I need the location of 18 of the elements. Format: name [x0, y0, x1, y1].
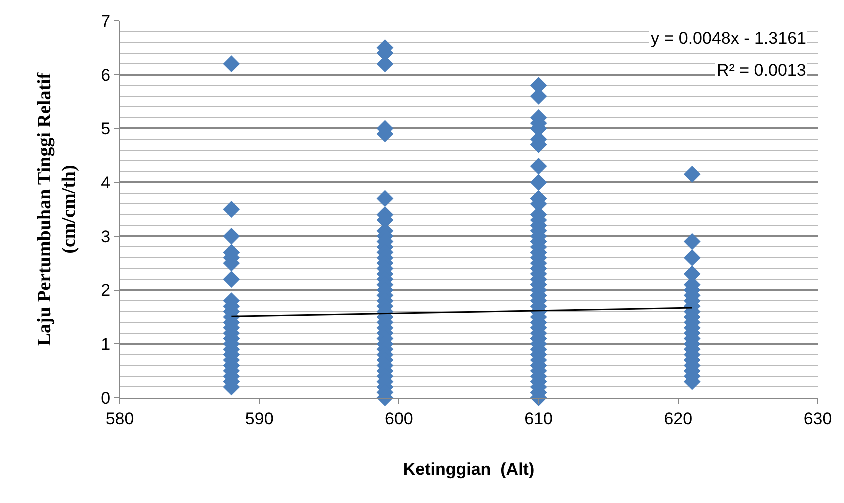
y-tick-label: 4: [101, 174, 111, 193]
y-tick-label: 3: [101, 227, 111, 246]
annotation: y = 0.0048x - 1.3161: [651, 29, 806, 48]
y-tick-label: 0: [101, 388, 111, 408]
y-tick-label: 5: [101, 120, 111, 139]
x-tick-label: 590: [245, 409, 274, 428]
y-tick-label: 7: [101, 12, 111, 31]
y-tick-label: 1: [101, 335, 111, 354]
x-tick-label: 620: [664, 409, 693, 428]
x-tick-label: 580: [106, 409, 134, 428]
annotation: R² = 0.0013: [717, 61, 806, 80]
x-tick-label: 610: [524, 409, 553, 428]
y-tick-label: 6: [101, 66, 111, 85]
x-tick-label: 600: [385, 409, 414, 428]
x-axis-title: Ketinggian (Alt): [403, 460, 535, 479]
x-tick-label: 630: [804, 409, 832, 428]
y-axis-title: Laju Pertumbuhan Tinggi Relatif (cm/cm/th): [34, 72, 80, 346]
y-tick-label: 2: [101, 281, 111, 300]
